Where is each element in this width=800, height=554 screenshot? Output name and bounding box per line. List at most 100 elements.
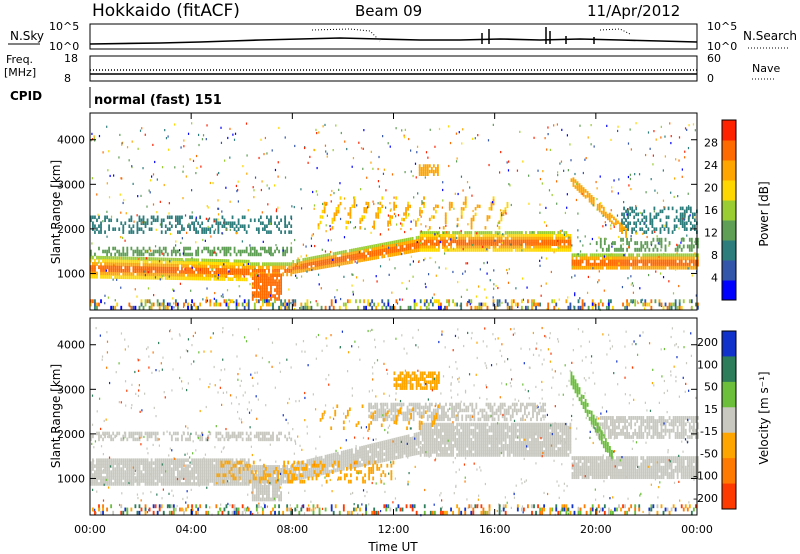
echo-cell — [490, 233, 493, 238]
echo-speckle — [379, 265, 382, 268]
echo-cell — [537, 239, 539, 244]
echo-cell — [387, 244, 390, 249]
echo-cell — [399, 305, 402, 310]
echo-cell — [100, 255, 102, 260]
echo-cell — [130, 305, 133, 310]
echo-speckle — [206, 287, 208, 290]
echo-cell — [148, 482, 151, 486]
echo-cell — [490, 231, 493, 235]
echo-speckle — [395, 127, 397, 130]
echo-cell — [567, 248, 570, 252]
echo-cell — [195, 267, 198, 272]
echo-cell — [660, 302, 663, 307]
echo-speckle — [220, 141, 223, 144]
echo-cell — [302, 266, 305, 270]
echo-cell — [245, 230, 248, 234]
echo-cell — [233, 249, 236, 254]
echo-cell — [433, 299, 436, 304]
echo-cell — [448, 236, 450, 241]
echo-cell — [243, 271, 246, 276]
echo-speckle — [424, 257, 426, 260]
echo-speckle — [197, 133, 200, 137]
echo-cell — [429, 248, 432, 252]
echo-cell — [555, 242, 558, 247]
echo-cell — [187, 267, 189, 272]
echo-cell — [500, 233, 503, 238]
echo-speckle — [124, 239, 126, 242]
echo-cell — [381, 299, 384, 304]
echo-cell — [201, 258, 204, 263]
echo-cell — [609, 259, 612, 264]
echo-cell — [126, 275, 129, 280]
echo-speckle — [684, 212, 687, 216]
echo-cell — [215, 264, 218, 269]
echo-cell — [296, 266, 299, 270]
echo-cell — [120, 482, 123, 486]
echo-cell — [282, 262, 285, 267]
echo-cell — [136, 482, 139, 486]
echo-speckle — [451, 235, 453, 238]
echo-cell — [429, 239, 432, 244]
echo-cell — [425, 248, 428, 252]
echo-speckle — [486, 272, 488, 275]
echo-cell — [276, 291, 278, 295]
echo-cell — [174, 273, 177, 277]
echo-cell — [383, 242, 386, 247]
echo-cell — [235, 262, 238, 267]
colorbar-swatch — [722, 160, 736, 181]
echo-cell — [92, 268, 94, 273]
echo-cell — [114, 227, 117, 231]
echo-cell — [223, 259, 226, 263]
echo-cell — [346, 260, 349, 265]
echo-cell — [428, 217, 431, 222]
echo-speckle — [220, 295, 222, 298]
echo-cell — [164, 263, 167, 268]
echo-cell — [383, 254, 386, 259]
echo-cell — [205, 276, 208, 281]
echo-cell — [319, 215, 322, 219]
echo-cell — [496, 236, 499, 241]
echo-cell — [156, 266, 159, 271]
echo-cell — [253, 262, 256, 267]
echo-cell — [674, 305, 677, 310]
echo-cell — [298, 262, 301, 267]
echo-speckle — [221, 210, 223, 213]
echo-speckle — [541, 182, 543, 185]
echo-speckle — [241, 240, 243, 243]
echo-speckle — [674, 177, 676, 180]
echo-cell — [403, 217, 405, 222]
echo-speckle — [385, 206, 387, 209]
echo-speckle — [216, 173, 218, 176]
echo-cell — [535, 236, 537, 241]
echo-speckle — [586, 291, 589, 294]
colorbar-swatch — [722, 200, 736, 221]
echo-cell — [355, 247, 357, 252]
echo-cell — [363, 215, 366, 219]
echo-speckle — [549, 148, 551, 152]
echo-cell — [288, 230, 291, 234]
echo-speckle — [112, 278, 114, 281]
echo-speckle — [172, 288, 174, 291]
echo-speckle — [427, 273, 430, 276]
echo-cell — [183, 273, 185, 278]
echo-cell — [209, 261, 212, 266]
echo-speckle — [182, 165, 185, 168]
echo-speckle — [582, 244, 584, 247]
echo-cell — [688, 259, 691, 264]
echo-speckle — [618, 262, 620, 265]
echo-cell — [183, 302, 185, 307]
echo-cell — [221, 274, 224, 278]
echo-speckle — [460, 175, 463, 178]
echo-cell — [680, 259, 683, 264]
echo-cell — [504, 245, 507, 249]
echo-cell — [201, 482, 204, 486]
echo-cell — [134, 249, 137, 254]
echo-cell — [589, 262, 592, 267]
echo-cell — [259, 279, 262, 283]
echo-cell — [215, 261, 218, 266]
echo-cell — [112, 268, 115, 273]
echo-cell — [504, 239, 507, 244]
echo-cell — [162, 273, 165, 277]
echo-cell — [645, 230, 648, 234]
